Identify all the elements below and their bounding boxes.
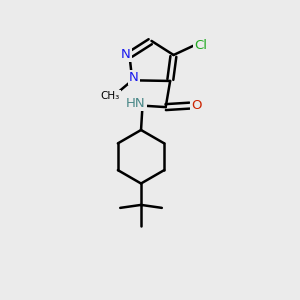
Text: HN: HN xyxy=(126,97,146,110)
Text: CH₃: CH₃ xyxy=(101,91,120,101)
Text: Cl: Cl xyxy=(194,39,207,52)
Text: N: N xyxy=(129,71,139,84)
Text: O: O xyxy=(191,99,201,112)
Text: N: N xyxy=(121,48,131,61)
